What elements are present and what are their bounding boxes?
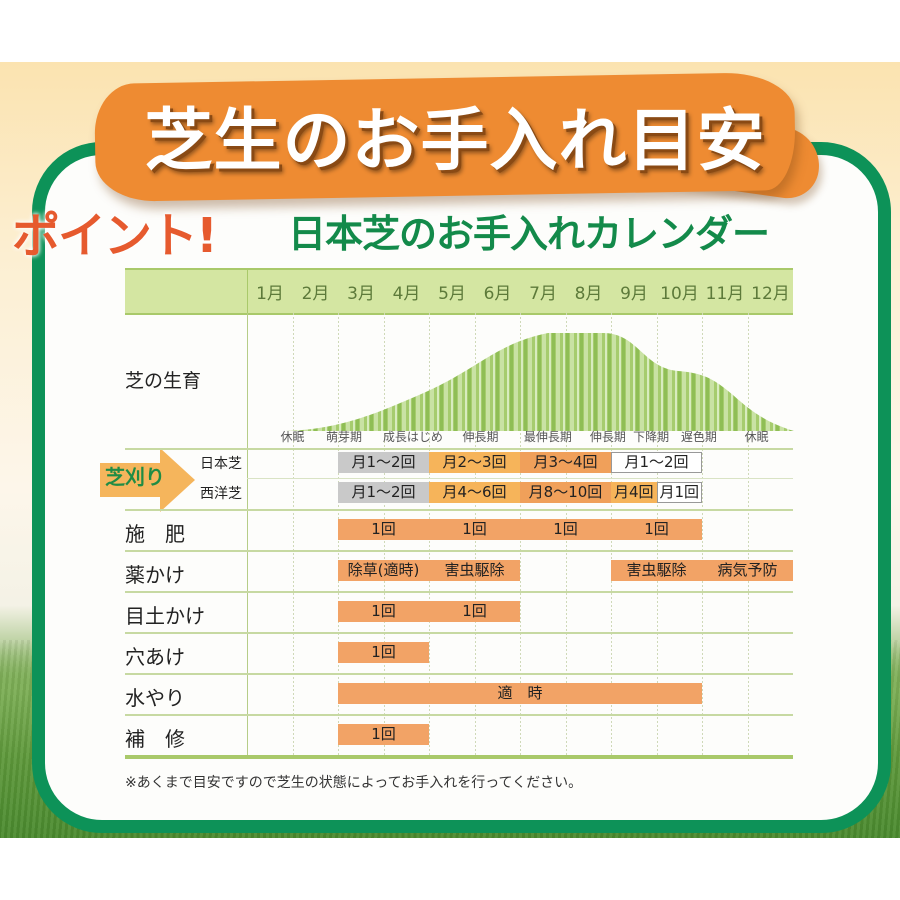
care-calendar-table: 1月 2月 3月 4月 5月 6月 7月 8月 9月 10月 11月 12月 芝の生育 休眠 萌芽期 成長… [100, 268, 794, 760]
row-divider [125, 714, 793, 716]
month-gridline [292, 313, 294, 755]
page-title: 芝生のお手入れ目安 [144, 102, 766, 181]
row-subdivider [247, 478, 793, 479]
schedule-bar: 1回 [611, 519, 702, 540]
growth-stage-label: 伸長期 [462, 430, 499, 444]
schedule-bar: 月1～2回 [338, 452, 429, 473]
month-header-10: 10月 [660, 284, 699, 304]
table-bottom-border [125, 755, 793, 759]
growth-stage-label: 伸長期 [589, 430, 626, 444]
month-header-9: 9月 [620, 284, 648, 304]
growth-stage-label: 成長はじめ [382, 430, 443, 444]
month-header-row: 1月 2月 3月 4月 5月 6月 7月 8月 9月 10月 11月 12月 [125, 268, 793, 315]
task-row-label: 穴あけ [125, 645, 185, 669]
growth-stage-label: 休眠 [280, 430, 305, 444]
schedule-bar: 月8～10回 [520, 482, 611, 503]
schedule-bar: 1回 [429, 601, 520, 622]
header-divider [247, 270, 248, 313]
growth-stage-label: 萌芽期 [326, 430, 363, 444]
schedule-bar: 1回 [338, 601, 429, 622]
schedule-bar: 除草(適時) [338, 560, 429, 581]
row-divider [125, 591, 793, 593]
task-row-label: 補 修 [125, 727, 185, 751]
point-label: ポイント! [12, 208, 218, 264]
schedule-bar: 月2～3回 [429, 452, 520, 473]
task-row-label: 水やり [125, 686, 185, 710]
mowing-grass-type: 西洋芝 [200, 486, 242, 502]
growth-stage-label: 最伸長期 [523, 430, 572, 444]
month-header-4: 4月 [392, 284, 421, 304]
schedule-bar: 月3～4回 [520, 452, 611, 473]
month-header-12: 12月 [751, 284, 790, 304]
schedule-bar: 月4回 [611, 482, 657, 503]
row-divider [125, 509, 793, 511]
task-row-label: 目土かけ [125, 604, 205, 628]
footnote: ※あくまで目安ですので芝生の状態によってお手入れを行ってください。 [125, 775, 583, 791]
schedule-bar: 月1～2回 [338, 482, 429, 503]
schedule-bar: 適 時 [338, 683, 702, 704]
schedule-bar: 月4～6回 [429, 482, 520, 503]
row-divider [125, 448, 793, 450]
growth-stage-label: 下降期 [633, 430, 670, 444]
schedule-bar: 害虫駆除 [611, 560, 702, 581]
mowing-label: 芝刈り [105, 465, 165, 489]
task-row-label: 薬かけ [125, 563, 185, 587]
schedule-bar: 1回 [338, 724, 429, 745]
growth-stage-label: 遅色期 [680, 430, 717, 444]
schedule-bar: 1回 [338, 642, 429, 663]
schedule-bar: 月1回 [656, 482, 702, 503]
month-header-5: 5月 [438, 284, 466, 304]
month-header-6: 6月 [483, 284, 512, 304]
schedule-bar: 1回 [338, 519, 429, 540]
month-header-7: 7月 [529, 284, 557, 304]
mowing-grass-type: 日本芝 [200, 456, 242, 472]
month-header-2: 2月 [301, 284, 330, 304]
month-header-11: 11月 [705, 284, 745, 304]
row-divider [125, 550, 793, 552]
month-header-8: 8月 [574, 284, 603, 304]
schedule-bar: 病気予防 [702, 560, 793, 581]
schedule-bar: 1回 [429, 519, 520, 540]
month-header-3: 3月 [347, 284, 375, 304]
task-row-label: 施 肥 [125, 522, 185, 546]
month-gridline [702, 313, 703, 755]
schedule-bar: 1回 [520, 519, 611, 540]
row-divider [125, 673, 793, 675]
month-header-1: 1月 [256, 284, 284, 304]
schedule-bar: 害虫駆除 [429, 560, 520, 581]
label-column-divider [247, 313, 248, 755]
calendar-subtitle: 日本芝のお手入れカレンダー [288, 212, 770, 256]
mowing-arrow-icon [100, 448, 195, 512]
row-divider [125, 632, 793, 634]
growth-stage-label: 休眠 [744, 430, 769, 444]
month-gridline [747, 313, 749, 755]
growth-curve-chart [278, 333, 794, 431]
schedule-bar: 月1～2回 [611, 452, 702, 473]
growth-row-label: 芝の生育 [125, 370, 202, 392]
